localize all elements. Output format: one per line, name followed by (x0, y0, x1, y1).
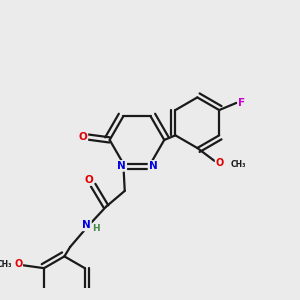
Text: N: N (82, 220, 91, 230)
Text: N: N (118, 161, 126, 171)
Text: F: F (238, 98, 245, 108)
Text: CH₃: CH₃ (230, 160, 246, 169)
Text: O: O (216, 158, 224, 168)
Text: CH₃: CH₃ (0, 260, 12, 269)
Text: O: O (14, 260, 22, 269)
Text: O: O (85, 175, 93, 185)
Text: O: O (79, 132, 87, 142)
Text: N: N (148, 161, 157, 171)
Text: H: H (92, 224, 99, 233)
